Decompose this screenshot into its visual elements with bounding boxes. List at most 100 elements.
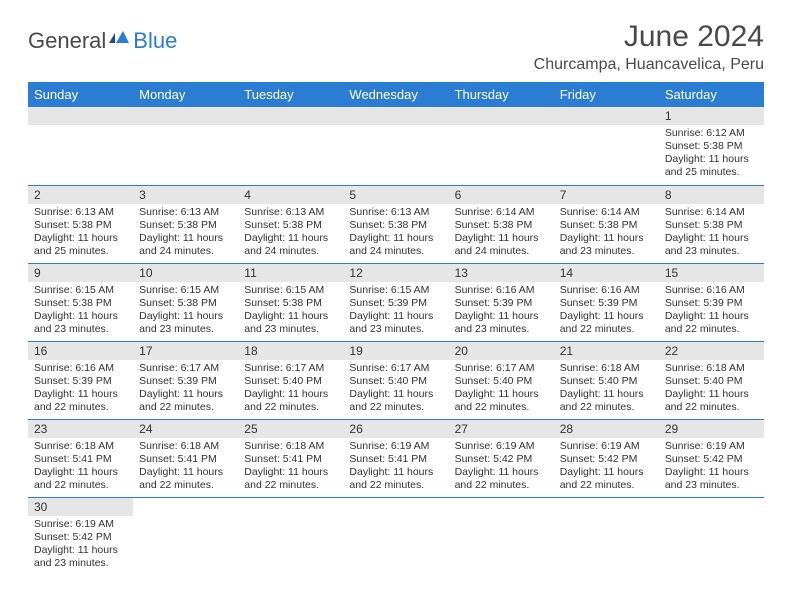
day-number: 28 (554, 420, 659, 438)
day-details: Sunrise: 6:15 AMSunset: 5:38 PMDaylight:… (238, 282, 343, 341)
calendar-body: 1Sunrise: 6:12 AMSunset: 5:38 PMDaylight… (28, 107, 764, 575)
calendar-cell (449, 497, 554, 575)
day-number: 25 (238, 420, 343, 438)
calendar-cell: 17Sunrise: 6:17 AMSunset: 5:39 PMDayligh… (133, 341, 238, 419)
calendar-cell: 20Sunrise: 6:17 AMSunset: 5:40 PMDayligh… (449, 341, 554, 419)
calendar-cell: 3Sunrise: 6:13 AMSunset: 5:38 PMDaylight… (133, 185, 238, 263)
day-details: Sunrise: 6:18 AMSunset: 5:41 PMDaylight:… (28, 438, 133, 497)
day-number: 22 (659, 342, 764, 360)
day-number: 7 (554, 186, 659, 204)
day-details: Sunrise: 6:19 AMSunset: 5:42 PMDaylight:… (28, 516, 133, 575)
calendar-cell: 24Sunrise: 6:18 AMSunset: 5:41 PMDayligh… (133, 419, 238, 497)
day-details: Sunrise: 6:14 AMSunset: 5:38 PMDaylight:… (449, 204, 554, 263)
flag-icon (109, 29, 131, 47)
day-number: 16 (28, 342, 133, 360)
day-number: 19 (343, 342, 448, 360)
title-block: June 2024 Churcampa, Huancavelica, Peru (534, 20, 764, 74)
day-details: Sunrise: 6:13 AMSunset: 5:38 PMDaylight:… (133, 204, 238, 263)
day-number: 29 (659, 420, 764, 438)
calendar-cell: 14Sunrise: 6:16 AMSunset: 5:39 PMDayligh… (554, 263, 659, 341)
day-number: 2 (28, 186, 133, 204)
day-number: 23 (28, 420, 133, 438)
weekday-header: Friday (554, 82, 659, 107)
calendar-cell (554, 107, 659, 185)
day-details: Sunrise: 6:17 AMSunset: 5:39 PMDaylight:… (133, 360, 238, 419)
calendar-cell: 1Sunrise: 6:12 AMSunset: 5:38 PMDaylight… (659, 107, 764, 185)
logo: General Blue (28, 20, 177, 54)
calendar-cell (133, 107, 238, 185)
day-details: Sunrise: 6:15 AMSunset: 5:39 PMDaylight:… (343, 282, 448, 341)
calendar-cell (554, 497, 659, 575)
calendar-cell: 15Sunrise: 6:16 AMSunset: 5:39 PMDayligh… (659, 263, 764, 341)
calendar-cell: 7Sunrise: 6:14 AMSunset: 5:38 PMDaylight… (554, 185, 659, 263)
day-details: Sunrise: 6:17 AMSunset: 5:40 PMDaylight:… (449, 360, 554, 419)
day-details: Sunrise: 6:15 AMSunset: 5:38 PMDaylight:… (28, 282, 133, 341)
calendar-cell: 9Sunrise: 6:15 AMSunset: 5:38 PMDaylight… (28, 263, 133, 341)
day-number: 30 (28, 498, 133, 516)
day-details: Sunrise: 6:19 AMSunset: 5:42 PMDaylight:… (659, 438, 764, 497)
day-details: Sunrise: 6:19 AMSunset: 5:41 PMDaylight:… (343, 438, 448, 497)
weekday-header: Sunday (28, 82, 133, 107)
calendar-cell (28, 107, 133, 185)
calendar-cell: 8Sunrise: 6:14 AMSunset: 5:38 PMDaylight… (659, 185, 764, 263)
calendar-cell: 5Sunrise: 6:13 AMSunset: 5:38 PMDaylight… (343, 185, 448, 263)
day-details: Sunrise: 6:17 AMSunset: 5:40 PMDaylight:… (343, 360, 448, 419)
calendar-cell: 16Sunrise: 6:16 AMSunset: 5:39 PMDayligh… (28, 341, 133, 419)
calendar-cell: 26Sunrise: 6:19 AMSunset: 5:41 PMDayligh… (343, 419, 448, 497)
day-number: 6 (449, 186, 554, 204)
calendar-cell: 13Sunrise: 6:16 AMSunset: 5:39 PMDayligh… (449, 263, 554, 341)
day-number: 27 (449, 420, 554, 438)
day-number: 9 (28, 264, 133, 282)
calendar-cell (343, 497, 448, 575)
calendar-table: SundayMondayTuesdayWednesdayThursdayFrid… (28, 82, 764, 575)
day-details: Sunrise: 6:16 AMSunset: 5:39 PMDaylight:… (28, 360, 133, 419)
calendar-cell: 29Sunrise: 6:19 AMSunset: 5:42 PMDayligh… (659, 419, 764, 497)
day-number: 20 (449, 342, 554, 360)
logo-text-blue: Blue (133, 28, 177, 54)
calendar-cell: 27Sunrise: 6:19 AMSunset: 5:42 PMDayligh… (449, 419, 554, 497)
calendar-cell: 2Sunrise: 6:13 AMSunset: 5:38 PMDaylight… (28, 185, 133, 263)
logo-text-general: General (28, 28, 106, 54)
day-details: Sunrise: 6:17 AMSunset: 5:40 PMDaylight:… (238, 360, 343, 419)
calendar-cell: 6Sunrise: 6:14 AMSunset: 5:38 PMDaylight… (449, 185, 554, 263)
calendar-cell: 21Sunrise: 6:18 AMSunset: 5:40 PMDayligh… (554, 341, 659, 419)
weekday-header: Tuesday (238, 82, 343, 107)
calendar-head: SundayMondayTuesdayWednesdayThursdayFrid… (28, 82, 764, 107)
day-details: Sunrise: 6:18 AMSunset: 5:40 PMDaylight:… (659, 360, 764, 419)
day-number: 26 (343, 420, 448, 438)
day-number: 4 (238, 186, 343, 204)
weekday-header: Saturday (659, 82, 764, 107)
day-number: 12 (343, 264, 448, 282)
weekday-header: Thursday (449, 82, 554, 107)
calendar-cell: 4Sunrise: 6:13 AMSunset: 5:38 PMDaylight… (238, 185, 343, 263)
day-details: Sunrise: 6:15 AMSunset: 5:38 PMDaylight:… (133, 282, 238, 341)
day-details: Sunrise: 6:13 AMSunset: 5:38 PMDaylight:… (343, 204, 448, 263)
day-number: 17 (133, 342, 238, 360)
calendar-cell: 10Sunrise: 6:15 AMSunset: 5:38 PMDayligh… (133, 263, 238, 341)
day-details: Sunrise: 6:16 AMSunset: 5:39 PMDaylight:… (659, 282, 764, 341)
month-title: June 2024 (534, 20, 764, 54)
day-details: Sunrise: 6:18 AMSunset: 5:40 PMDaylight:… (554, 360, 659, 419)
calendar-cell: 25Sunrise: 6:18 AMSunset: 5:41 PMDayligh… (238, 419, 343, 497)
calendar-cell (238, 497, 343, 575)
header: General Blue June 2024 Churcampa, Huanca… (28, 20, 764, 74)
day-number: 13 (449, 264, 554, 282)
day-number: 11 (238, 264, 343, 282)
location: Churcampa, Huancavelica, Peru (534, 56, 764, 74)
weekday-header: Monday (133, 82, 238, 107)
day-details: Sunrise: 6:13 AMSunset: 5:38 PMDaylight:… (238, 204, 343, 263)
day-details: Sunrise: 6:16 AMSunset: 5:39 PMDaylight:… (449, 282, 554, 341)
day-number: 5 (343, 186, 448, 204)
calendar-cell (659, 497, 764, 575)
day-details: Sunrise: 6:19 AMSunset: 5:42 PMDaylight:… (554, 438, 659, 497)
day-details: Sunrise: 6:12 AMSunset: 5:38 PMDaylight:… (659, 125, 764, 184)
day-details: Sunrise: 6:18 AMSunset: 5:41 PMDaylight:… (133, 438, 238, 497)
day-details: Sunrise: 6:14 AMSunset: 5:38 PMDaylight:… (554, 204, 659, 263)
calendar-cell: 12Sunrise: 6:15 AMSunset: 5:39 PMDayligh… (343, 263, 448, 341)
day-number: 14 (554, 264, 659, 282)
calendar-cell: 22Sunrise: 6:18 AMSunset: 5:40 PMDayligh… (659, 341, 764, 419)
day-details: Sunrise: 6:14 AMSunset: 5:38 PMDaylight:… (659, 204, 764, 263)
day-details: Sunrise: 6:13 AMSunset: 5:38 PMDaylight:… (28, 204, 133, 263)
day-number: 18 (238, 342, 343, 360)
calendar-cell: 18Sunrise: 6:17 AMSunset: 5:40 PMDayligh… (238, 341, 343, 419)
